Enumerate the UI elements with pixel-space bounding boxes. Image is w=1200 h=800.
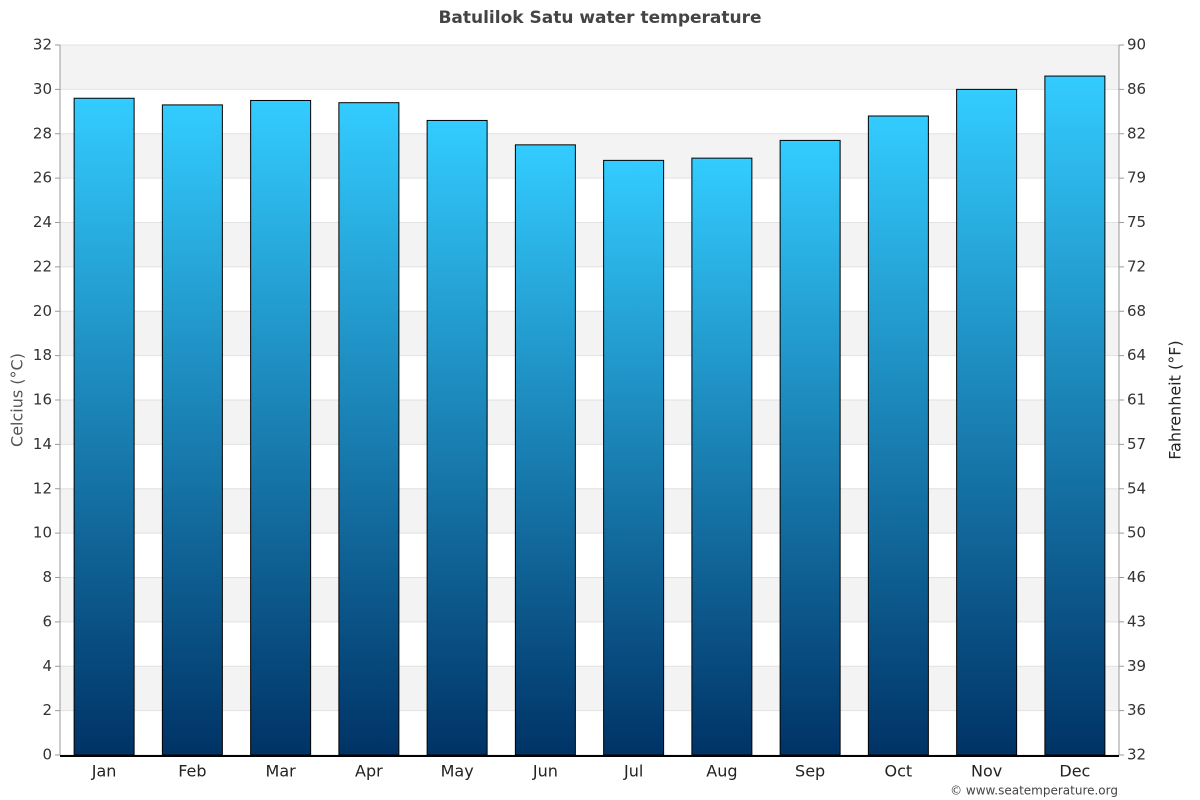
y-tick-label: 10 (33, 524, 52, 542)
y2-tick-label: 61 (1127, 391, 1146, 409)
y-tick-label: 12 (33, 479, 52, 497)
y-axis-label: Celcius (°C) (8, 353, 27, 447)
grid-band (60, 222, 1119, 267)
y2-tick-label: 90 (1127, 36, 1146, 54)
y2-tick-label: 86 (1127, 80, 1146, 98)
y-tick-label: 0 (42, 746, 52, 764)
y2-tick-label: 75 (1127, 213, 1146, 231)
x-tick-label: Mar (266, 762, 297, 781)
grid-band (60, 311, 1119, 356)
y2-axis-label: Fahrenheit (°F) (1166, 340, 1185, 459)
y-tick-label: 16 (33, 391, 52, 409)
bar (338, 102, 400, 756)
y2-tick-label: 50 (1127, 524, 1146, 542)
y-tick-label: 6 (42, 612, 52, 630)
bar (956, 88, 1018, 756)
y2-tick-label: 82 (1127, 124, 1146, 142)
x-tick-label: Jan (91, 762, 117, 781)
x-tick-label: May (441, 762, 474, 781)
y-tick-label: 26 (33, 169, 52, 187)
bar (603, 159, 665, 756)
y-tick-label: 32 (33, 36, 52, 54)
y2-tick-label: 46 (1127, 568, 1146, 586)
x-tick-label: Jul (623, 762, 643, 781)
x-tick-label: Dec (1059, 762, 1090, 781)
bar (250, 99, 312, 756)
bar (867, 115, 929, 756)
y-tick-label: 22 (33, 257, 52, 275)
x-tick-label: Nov (971, 762, 1002, 781)
y-tick-label: 2 (42, 701, 52, 719)
y-tick-label: 30 (33, 80, 52, 98)
x-tick-label: Oct (885, 762, 913, 781)
y-tick-label: 4 (42, 657, 52, 675)
bar (779, 139, 841, 756)
y2-tick-label: 72 (1127, 257, 1146, 275)
y2-tick-label: 79 (1127, 169, 1146, 187)
y2-tick-label: 36 (1127, 701, 1146, 719)
bar (426, 119, 488, 756)
grid-band (60, 577, 1119, 622)
grid-band (60, 488, 1119, 534)
bar (161, 104, 223, 756)
grid-band (60, 133, 1119, 179)
y2-tick-label: 39 (1127, 657, 1146, 675)
y-tick-label: 28 (33, 124, 52, 142)
bar (73, 97, 135, 756)
y-tick-label: 18 (33, 346, 52, 364)
bar (1044, 75, 1106, 756)
x-tick-label: Jun (532, 762, 558, 781)
y2-tick-label: 43 (1127, 612, 1146, 630)
y2-tick-label: 54 (1127, 479, 1146, 497)
grid-band (60, 666, 1119, 711)
y2-tick-label: 32 (1127, 746, 1146, 764)
grid-band (60, 45, 1119, 90)
y2-tick-label: 64 (1127, 346, 1146, 364)
y-tick-label: 14 (33, 435, 52, 453)
y2-tick-label: 68 (1127, 302, 1146, 320)
bar (691, 157, 753, 756)
x-tick-label: Feb (178, 762, 206, 781)
y-tick-label: 24 (33, 213, 52, 231)
chart-title: Batulilok Satu water temperature (438, 8, 761, 28)
x-tick-label: Apr (355, 762, 383, 781)
y-tick-label: 20 (33, 302, 52, 320)
grid-band (60, 400, 1119, 445)
y-tick-label: 8 (42, 568, 52, 586)
credit: © www.seatemperature.org (950, 784, 1118, 798)
x-tick-label: Sep (795, 762, 825, 781)
bar (514, 144, 576, 756)
y2-tick-label: 57 (1127, 435, 1146, 453)
x-tick-label: Aug (706, 762, 737, 781)
